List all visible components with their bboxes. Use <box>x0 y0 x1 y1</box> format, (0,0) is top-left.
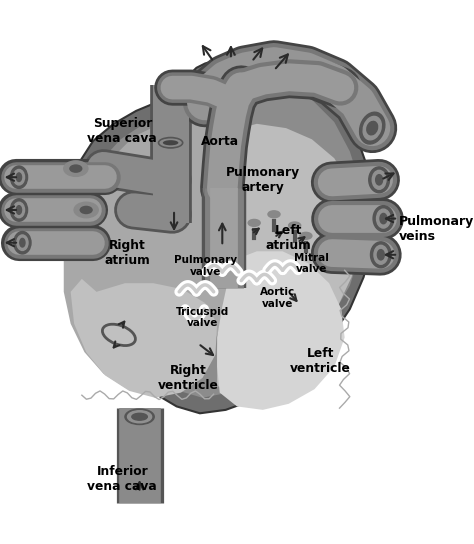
Ellipse shape <box>158 137 183 149</box>
Ellipse shape <box>235 71 273 94</box>
Polygon shape <box>71 279 217 398</box>
Text: Superior
vena cava: Superior vena cava <box>88 117 157 145</box>
Ellipse shape <box>268 211 280 218</box>
Ellipse shape <box>214 77 248 98</box>
Text: Right
atrium: Right atrium <box>105 239 150 267</box>
Text: Aortic
valve: Aortic valve <box>260 287 295 308</box>
Text: Pulmonary
artery: Pulmonary artery <box>226 166 300 194</box>
Ellipse shape <box>377 250 384 260</box>
Polygon shape <box>217 251 345 410</box>
Text: Right
ventricle: Right ventricle <box>157 364 218 392</box>
Ellipse shape <box>374 245 388 264</box>
Polygon shape <box>82 68 364 398</box>
Ellipse shape <box>289 222 301 229</box>
Text: Inferior
vena cava: Inferior vena cava <box>88 465 157 493</box>
Ellipse shape <box>159 139 182 147</box>
Ellipse shape <box>125 409 154 424</box>
Ellipse shape <box>164 86 207 113</box>
Ellipse shape <box>373 206 394 232</box>
Ellipse shape <box>128 411 152 423</box>
Ellipse shape <box>369 167 390 193</box>
Ellipse shape <box>80 206 93 214</box>
Ellipse shape <box>64 161 88 176</box>
Ellipse shape <box>371 242 391 268</box>
Ellipse shape <box>363 116 381 140</box>
Ellipse shape <box>17 206 21 214</box>
Ellipse shape <box>14 232 31 254</box>
Polygon shape <box>67 57 375 413</box>
Text: Left
ventricle: Left ventricle <box>290 347 351 375</box>
Text: Pulmonary
veins: Pulmonary veins <box>399 215 474 243</box>
Ellipse shape <box>376 209 390 228</box>
Text: Aorta: Aorta <box>201 134 239 147</box>
Text: Left
atrium: Left atrium <box>266 224 311 251</box>
Text: Pulmonary
valve: Pulmonary valve <box>173 255 237 277</box>
Ellipse shape <box>195 79 233 102</box>
Ellipse shape <box>132 413 147 420</box>
Ellipse shape <box>257 66 298 91</box>
Ellipse shape <box>376 175 383 185</box>
Ellipse shape <box>372 170 386 189</box>
Ellipse shape <box>10 199 27 221</box>
Ellipse shape <box>380 213 387 224</box>
Ellipse shape <box>163 140 178 145</box>
Ellipse shape <box>17 235 28 250</box>
Ellipse shape <box>13 170 25 185</box>
Ellipse shape <box>367 121 378 135</box>
Polygon shape <box>64 122 243 395</box>
Text: Mitral
valve: Mitral valve <box>294 252 329 274</box>
Polygon shape <box>217 124 358 387</box>
Ellipse shape <box>20 238 25 247</box>
Ellipse shape <box>17 173 21 182</box>
Ellipse shape <box>300 232 312 239</box>
Ellipse shape <box>74 202 98 218</box>
Ellipse shape <box>10 166 27 188</box>
Text: Tricuspid
valve: Tricuspid valve <box>176 307 229 329</box>
Ellipse shape <box>13 202 25 218</box>
Ellipse shape <box>360 112 385 144</box>
Ellipse shape <box>69 164 82 173</box>
Ellipse shape <box>248 219 260 226</box>
